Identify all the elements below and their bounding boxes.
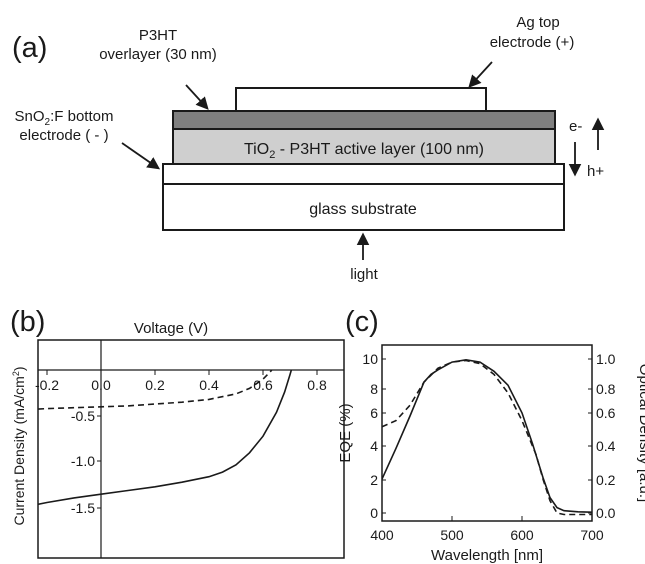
b-dark-jv-curve xyxy=(38,370,273,410)
glass-substrate xyxy=(162,183,565,231)
p3ht-overlayer xyxy=(172,110,556,130)
p3ht-label-line2: overlayer (30 nm) xyxy=(99,46,217,63)
b-x-ticks: -0.2 0.0 0.2 0.4 0.6 0.8 xyxy=(35,370,327,393)
c-y-left-tick-label: 2 xyxy=(370,472,378,488)
c-y-left-title: EQE (%) xyxy=(337,403,354,462)
c-eqe-curve xyxy=(382,358,592,513)
ag-label-line1: Ag top xyxy=(516,14,559,31)
glass-substrate-label: glass substrate xyxy=(309,201,417,218)
panel-c-label: (c) xyxy=(345,306,379,338)
ag-top-electrode xyxy=(235,87,487,112)
c-y-right-tick-label: 0.2 xyxy=(596,472,616,488)
panel-a-device-schematic: (a) TiO2 - P3HT active layer (100 nm) gl… xyxy=(12,14,604,283)
panel-b-jv-chart: (b) Voltage (V) Current Density (mA/cm2)… xyxy=(10,306,345,559)
panel-b-label: (b) xyxy=(10,306,45,338)
c-y-right-ticks: 0.0 0.2 0.4 0.6 0.8 1.0 xyxy=(588,351,616,521)
c-y-left-tick-label: 10 xyxy=(362,351,378,367)
c-y-right-tick-label: 0.4 xyxy=(596,438,616,454)
b-y-tick-label: -1.5 xyxy=(71,500,95,516)
c-x-ticks: 400 500 600 700 xyxy=(370,516,604,543)
p3ht-label-line1: P3HT xyxy=(139,27,177,44)
c-x-tick-label: 700 xyxy=(580,527,604,543)
c-y-left-tick-label: 8 xyxy=(370,381,378,397)
ag-label-line2: electrode (+) xyxy=(490,34,575,51)
c-plot-frame xyxy=(381,344,593,522)
b-series-group xyxy=(38,370,293,506)
b-y-axis-title: Current Density (mA/cm2) xyxy=(11,366,27,525)
hole-label: h+ xyxy=(587,163,604,180)
c-x-axis-title: Wavelength [nm] xyxy=(431,547,543,564)
light-label: light xyxy=(350,266,378,283)
c-y-left-tick-label: 4 xyxy=(370,438,378,454)
panel-a-label: (a) xyxy=(12,32,47,64)
active-layer xyxy=(172,128,556,165)
c-x-tick-label: 600 xyxy=(510,527,534,543)
b-light-jv-curve xyxy=(38,370,293,506)
b-x-tick-label: 0.2 xyxy=(145,377,165,393)
panel-c-eqe-chart: (c) EQE (%) Optical Density [a.u.] Wavel… xyxy=(337,306,645,564)
b-x-tick-label: 0.0 xyxy=(91,377,111,393)
electron-label: e- xyxy=(569,118,582,135)
c-x-tick-label: 500 xyxy=(440,527,464,543)
b-y-tick-label: -0.5 xyxy=(71,408,95,424)
c-y-left-ticks: 0 2 4 6 8 10 xyxy=(362,351,386,521)
b-x-axis-title: Voltage (V) xyxy=(134,320,208,337)
c-y-right-tick-label: 1.0 xyxy=(596,351,616,367)
c-series-group xyxy=(382,358,592,516)
c-y-right-title: Optical Density [a.u.] xyxy=(636,364,645,502)
b-y-ticks: -0.5 -1.0 -1.5 xyxy=(71,408,101,516)
c-optical-density-curve xyxy=(382,359,592,516)
p3ht-pointer-arrow xyxy=(185,84,209,110)
b-x-tick-label: 0.8 xyxy=(307,377,327,393)
b-x-tick-label: 0.6 xyxy=(253,377,273,393)
sno2-bottom-electrode xyxy=(162,163,565,185)
c-y-right-tick-label: 0.0 xyxy=(596,505,616,521)
c-y-right-tick-label: 0.6 xyxy=(596,405,616,421)
sno2-pointer-arrow xyxy=(121,142,161,170)
c-y-left-tick-label: 6 xyxy=(370,405,378,421)
sno2-label-line1: SnO2:F bottom xyxy=(15,108,114,128)
c-x-tick-label: 400 xyxy=(370,527,394,543)
ag-pointer-arrow xyxy=(468,61,493,88)
sno2-label-line2: electrode ( - ) xyxy=(19,127,108,144)
b-y-tick-label: -1.0 xyxy=(71,453,95,469)
c-y-left-tick-label: 0 xyxy=(370,505,378,521)
active-layer-label: TiO2 - P3HT active layer (100 nm) xyxy=(244,141,484,161)
b-x-tick-label: -0.2 xyxy=(35,377,59,393)
c-y-right-tick-label: 0.8 xyxy=(596,381,616,397)
b-plot-frame xyxy=(37,339,345,559)
b-x-tick-label: 0.4 xyxy=(199,377,219,393)
